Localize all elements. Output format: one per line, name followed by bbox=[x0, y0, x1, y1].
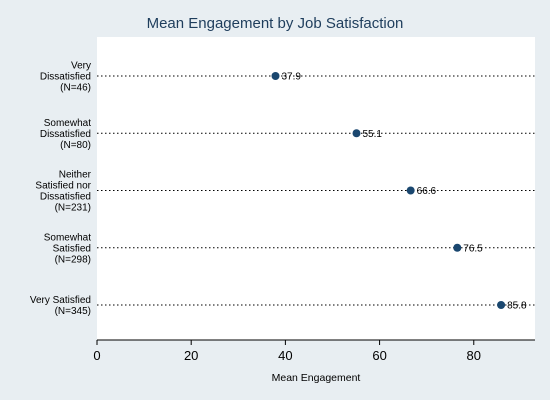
category-label-line: (N=298) bbox=[55, 254, 91, 265]
category-label-line: Satisfied bbox=[53, 243, 91, 254]
chart-title: Mean Engagement by Job Satisfaction bbox=[147, 15, 404, 32]
category-label-line: Somewhat bbox=[44, 232, 91, 243]
data-point bbox=[352, 129, 361, 138]
category-label-line: Dissatisfied bbox=[40, 192, 91, 203]
category-label-line: Very bbox=[71, 61, 91, 72]
data-row: 66.6 Neither Satisfied nor Dissatisfied (N=2… bbox=[35, 170, 535, 214]
data-point bbox=[497, 301, 506, 309]
data-row: 55.1 Somewhat Dissatisfied (N=80) bbox=[40, 118, 535, 151]
category-label-line: Very Satisfied bbox=[30, 295, 91, 306]
x-tick-label: 80 bbox=[467, 348, 481, 363]
category-label-line: Somewhat bbox=[44, 118, 91, 129]
category-label-line: (N=345) bbox=[55, 306, 91, 317]
data-label: 37.9 bbox=[281, 72, 301, 83]
category-label: Somewhat Dissatisfied (N=80) bbox=[40, 118, 91, 151]
category-label-line: (N=46) bbox=[60, 83, 91, 94]
x-tick-label: 0 bbox=[93, 348, 100, 363]
category-label: Very Satisfied (N=345) bbox=[30, 295, 91, 317]
plot-area bbox=[97, 37, 535, 340]
x-ticks: 0 20 40 60 80 bbox=[93, 340, 481, 363]
data-label: 55.1 bbox=[363, 129, 383, 140]
data-point bbox=[406, 186, 415, 195]
data-point bbox=[453, 243, 462, 252]
data-label: 66.6 bbox=[417, 186, 437, 197]
category-label: Very Dissatisfied (N=46) bbox=[40, 61, 91, 94]
category-label-line: (N=231) bbox=[55, 203, 91, 214]
data-point bbox=[271, 72, 280, 80]
category-label-line: (N=80) bbox=[60, 140, 91, 151]
x-axis-label: Mean Engagement bbox=[272, 372, 361, 384]
data-row: 76.5 Somewhat Satisfied (N=298) bbox=[44, 232, 535, 265]
category-label: Neither Satisfied nor Dissatisfied (N=231) bbox=[35, 170, 91, 214]
data-row: 85.8 Very Satisfied (N=345) bbox=[30, 295, 535, 317]
x-tick-label: 40 bbox=[278, 348, 292, 363]
category-label-line: Dissatisfied bbox=[40, 72, 91, 83]
data-row: 37.9 Very Dissatisfied (N=46) bbox=[40, 61, 535, 94]
x-tick-label: 20 bbox=[184, 348, 198, 363]
data-label: 85.8 bbox=[507, 301, 527, 312]
category-label-line: Neither bbox=[59, 170, 92, 181]
category-label-line: Satisfied nor bbox=[35, 181, 91, 192]
data-label: 76.5 bbox=[463, 243, 483, 254]
category-label-line: Dissatisfied bbox=[40, 129, 91, 140]
category-label: Somewhat Satisfied (N=298) bbox=[44, 232, 91, 265]
x-tick-label: 60 bbox=[372, 348, 386, 363]
